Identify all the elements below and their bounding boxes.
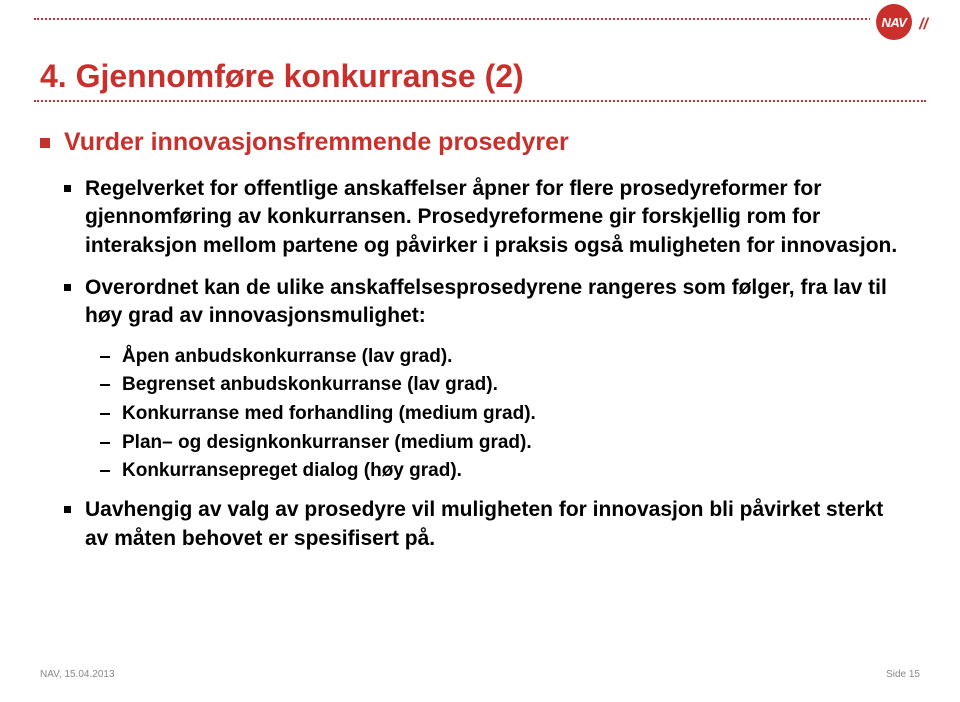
heading-lvl1: Vurder innovasjonsfremmende prosedyrer (40, 128, 910, 157)
list-item: Regelverket for offentlige anskaffelser … (40, 175, 910, 260)
list-item: Åpen anbudskonkurranse (lav grad). (40, 345, 910, 370)
lvl3-text: Begrenset anbudskonkurranse (lav grad). (122, 373, 498, 398)
nav-logo-text: NAV (882, 15, 907, 30)
top-divider (34, 18, 926, 20)
slide-content: Vurder innovasjonsfremmende prosedyrer R… (40, 128, 910, 567)
lvl2-text: Regelverket for offentlige anskaffelser … (85, 175, 910, 260)
page-title: 4. Gjennomføre konkurranse (2) (40, 58, 920, 95)
dash-bullet-icon (100, 470, 110, 472)
list-item: Uavhengig av valg av prosedyre vil mulig… (40, 496, 910, 553)
lvl2-text: Uavhengig av valg av prosedyre vil mulig… (85, 496, 910, 553)
lvl3-text: Konkurranse med forhandling (medium grad… (122, 402, 536, 427)
title-divider (34, 100, 926, 102)
nav-logo-slashes: // (919, 16, 928, 34)
nav-logo: NAV // (870, 6, 926, 38)
spacer (40, 488, 910, 496)
footer-date: NAV, 15.04.2013 (40, 669, 115, 680)
lvl1-text: Vurder innovasjonsfremmende prosedyrer (64, 128, 569, 157)
footer-page: Side 15 (886, 669, 920, 680)
list-item: Konkurransepreget dialog (høy grad). (40, 459, 910, 484)
square-bullet-icon (40, 138, 50, 148)
square-bullet-icon (64, 506, 71, 513)
square-bullet-icon (64, 284, 71, 291)
lvl3-text: Konkurransepreget dialog (høy grad). (122, 459, 462, 484)
dash-bullet-icon (100, 413, 110, 415)
list-item: Overordnet kan de ulike anskaffelsespros… (40, 274, 910, 331)
lvl2-text: Overordnet kan de ulike anskaffelsespros… (85, 274, 910, 331)
list-item: Konkurranse med forhandling (medium grad… (40, 402, 910, 427)
square-bullet-icon (64, 185, 71, 192)
list-item: Begrenset anbudskonkurranse (lav grad). (40, 373, 910, 398)
dash-bullet-icon (100, 356, 110, 358)
nav-logo-circle: NAV (876, 4, 912, 40)
list-item: Plan– og designkonkurranser (medium grad… (40, 431, 910, 456)
lvl3-text: Åpen anbudskonkurranse (lav grad). (122, 345, 452, 370)
dash-bullet-icon (100, 384, 110, 386)
lvl3-text: Plan– og designkonkurranser (medium grad… (122, 431, 532, 456)
dash-bullet-icon (100, 442, 110, 444)
